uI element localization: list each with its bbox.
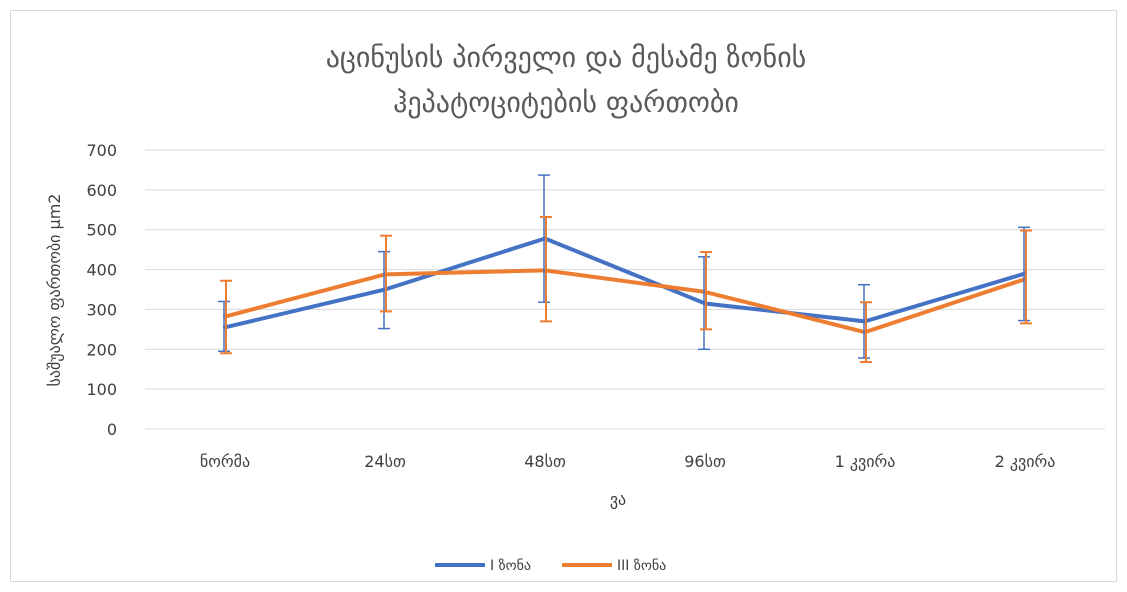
y-axis-ticks: 0 100 200 300 400 500 600 700 [86,141,117,439]
chart-title-line-1: აცინუსის პირველი და მესამე ზონის [326,41,807,74]
y-tick-label: 600 [86,181,117,200]
y-tick-label: 300 [86,300,117,319]
x-tick-label: 1 კვირა [835,452,896,471]
x-tick-label: 2 კვირა [995,452,1056,471]
y-tick-label: 100 [86,380,117,399]
y-tick-label: 0 [107,420,117,439]
y-axis-title: საშუალო ფართობი µm2 [45,194,64,387]
x-tick-label: 24სთ [364,452,406,471]
series-lines [223,236,1027,335]
x-tick-label: 96სთ [684,452,726,471]
legend-label: III ზონა [617,558,666,574]
x-axis-title: ვა [610,490,626,509]
series-line [223,236,1027,330]
gridlines [145,149,1105,430]
y-tick-label: 200 [86,340,117,359]
chart-title: აცინუსის პირველი და მესამე ზონის ჰეპატოც… [326,41,807,119]
x-tick-label: 48სთ [524,452,566,471]
chart-title-line-2: ჰეპატოციტების ფართობი [393,86,739,119]
legend-label: I ზონა [490,558,531,574]
x-tick-label: ნორმა [200,452,250,471]
chart-frame [10,10,1117,582]
x-axis-ticks: ნორმა 24სთ 48სთ 96სთ 1 კვირა 2 კვირა [200,452,1055,471]
series-line [223,268,1027,335]
y-tick-label: 500 [86,221,117,240]
y-tick-label: 400 [86,261,117,280]
legend: I ზონა III ზონა [435,558,666,574]
y-tick-label: 700 [86,141,117,160]
error-bars [218,174,1032,364]
